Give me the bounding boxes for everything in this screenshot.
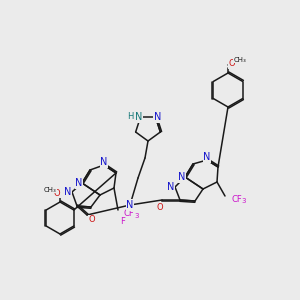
Text: O: O [229, 59, 235, 68]
Text: N: N [154, 112, 161, 122]
Text: O: O [89, 215, 95, 224]
Text: 3: 3 [241, 198, 245, 204]
Text: N: N [135, 112, 142, 122]
Text: O: O [157, 203, 163, 212]
Text: CF: CF [231, 194, 242, 203]
Text: F: F [121, 218, 125, 226]
Text: O: O [54, 188, 60, 197]
Text: N: N [75, 178, 83, 188]
Text: CH₃: CH₃ [44, 187, 56, 193]
Text: N: N [126, 200, 134, 210]
Text: N: N [100, 157, 108, 167]
Text: N: N [203, 152, 211, 162]
Text: 3: 3 [134, 213, 139, 219]
Text: CF: CF [124, 209, 135, 218]
Text: CH₃: CH₃ [234, 57, 246, 63]
Text: N: N [64, 187, 72, 197]
Text: N: N [178, 172, 186, 182]
Text: H: H [127, 112, 134, 121]
Text: N: N [167, 182, 175, 192]
